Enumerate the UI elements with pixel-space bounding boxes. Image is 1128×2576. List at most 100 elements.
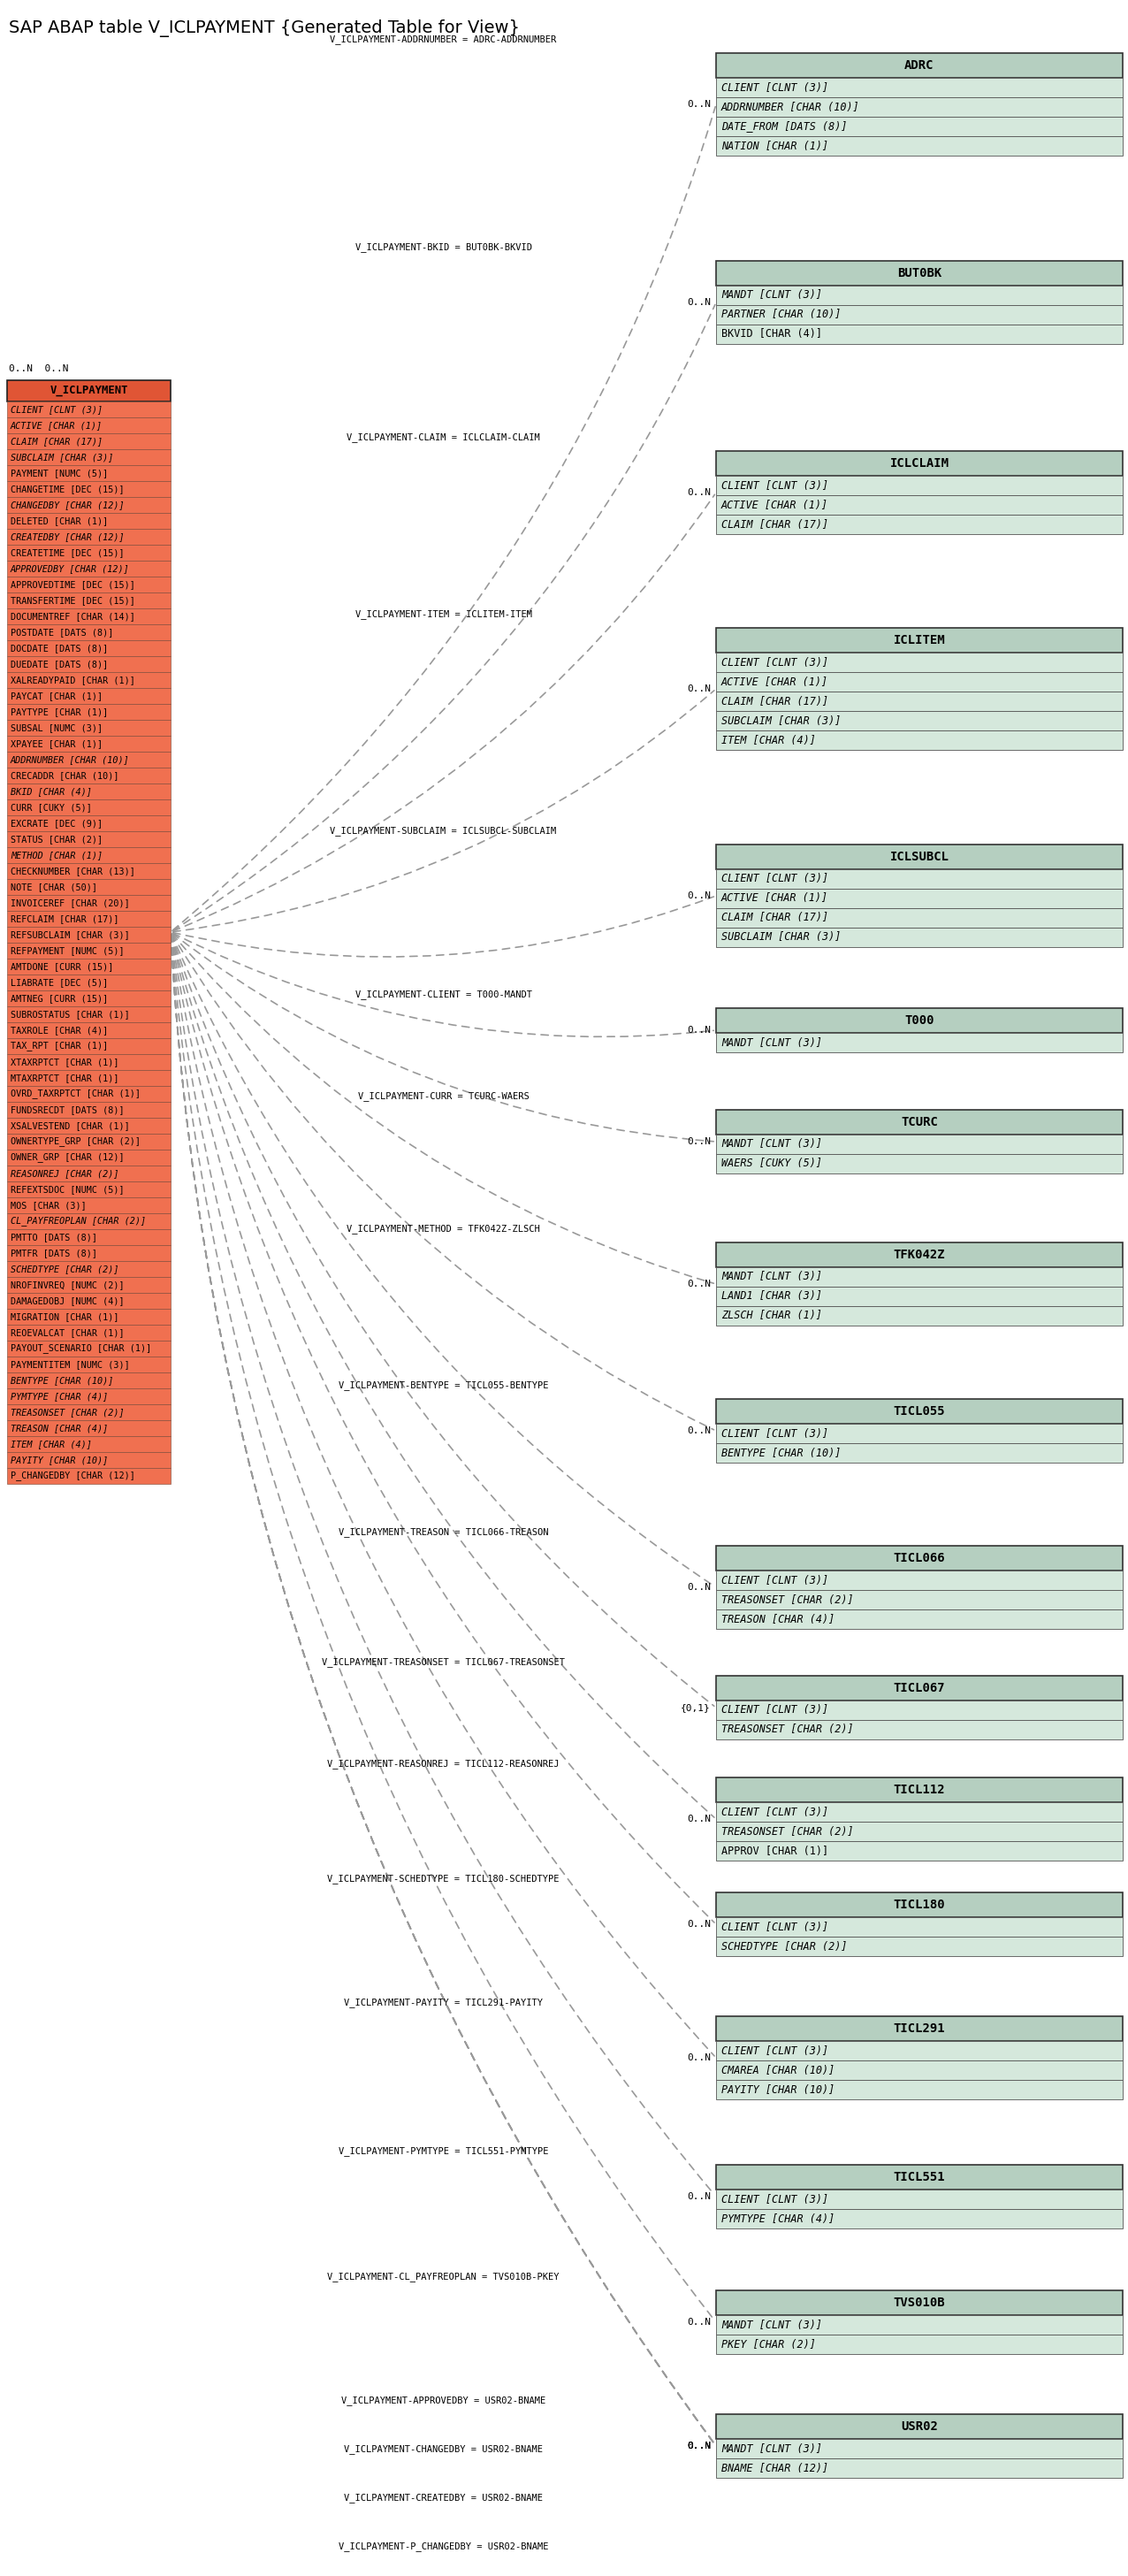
Text: 0..N: 0..N [687,2318,711,2326]
Bar [7,528,170,544]
Text: XPAYEE [CHAR (1)]: XPAYEE [CHAR (1)] [10,739,103,747]
Text: DOCUMENTREF [CHAR (14)]: DOCUMENTREF [CHAR (14)] [10,613,135,621]
Text: V_ICLPAYMENT-PAYITY = TICL291-PAYITY: V_ICLPAYMENT-PAYITY = TICL291-PAYITY [344,1999,543,2007]
Bar [7,848,170,863]
Bar [7,1149,170,1164]
Text: OWNER_GRP [CHAR (12)]: OWNER_GRP [CHAR (12)] [10,1151,124,1162]
Text: MANDT [CLNT (3)]: MANDT [CLNT (3)] [721,2318,822,2331]
Bar [716,690,1122,711]
Text: 0..N: 0..N [687,1427,711,1435]
Bar [7,1309,170,1324]
Bar [7,737,170,752]
Text: 0..N: 0..N [687,100,711,108]
Bar [7,1244,170,1262]
Bar [7,433,170,448]
Text: MANDT [CLNT (3)]: MANDT [CLNT (3)] [721,1270,822,1283]
Bar [716,2061,1122,2079]
Bar [7,817,170,832]
Bar [716,260,1122,286]
Bar [716,1306,1122,1327]
Bar [7,1038,170,1054]
Bar [716,2210,1122,2228]
Text: INVOICEREF [CHAR (20)]: INVOICEREF [CHAR (20)] [10,899,130,907]
Bar [7,1278,170,1293]
Text: V_ICLPAYMENT-ITEM = ICLITEM-ITEM: V_ICLPAYMENT-ITEM = ICLITEM-ITEM [355,611,531,618]
Text: TICL291: TICL291 [893,2022,945,2035]
Text: SUBCLAIM [CHAR (3)]: SUBCLAIM [CHAR (3)] [721,716,841,726]
Text: CRECADDR [CHAR (10)]: CRECADDR [CHAR (10)] [10,770,118,781]
Text: CLIENT [CLNT (3)]: CLIENT [CLNT (3)] [721,2045,828,2056]
Text: SCHEDTYPE [CHAR (2)]: SCHEDTYPE [CHAR (2)] [10,1265,118,1273]
Bar [716,2164,1122,2190]
Bar [716,477,1122,495]
Bar [716,137,1122,155]
Text: V_ICLPAYMENT-REASONREJ = TICL112-REASONREJ: V_ICLPAYMENT-REASONREJ = TICL112-REASONR… [327,1759,559,1770]
Text: DOCDATE [DATS (8)]: DOCDATE [DATS (8)] [10,644,108,652]
Text: 0..N: 0..N [687,2442,711,2450]
Text: CLAIM [CHAR (17)]: CLAIM [CHAR (17)] [721,518,828,531]
Text: BENTYPE [CHAR (10)]: BENTYPE [CHAR (10)] [721,1448,841,1458]
Bar [7,497,170,513]
Text: SUBCLAIM [CHAR (3)]: SUBCLAIM [CHAR (3)] [721,933,841,943]
Bar [716,1154,1122,1175]
Text: V_ICLPAYMENT-BENTYPE = TICL055-BENTYPE: V_ICLPAYMENT-BENTYPE = TICL055-BENTYPE [338,1381,548,1391]
Bar [7,1007,170,1023]
Text: REFPAYMENT [NUMC (5)]: REFPAYMENT [NUMC (5)] [10,945,124,956]
Text: FUNDSRECDT [DATS (8)]: FUNDSRECDT [DATS (8)] [10,1105,124,1115]
Text: 0..N: 0..N [687,487,711,497]
Text: CURR [CUKY (5)]: CURR [CUKY (5)] [10,804,91,811]
Bar [716,2458,1122,2478]
Text: V_ICLPAYMENT-SUBCLAIM = ICLSUBCL-SUBCLAIM: V_ICLPAYMENT-SUBCLAIM = ICLSUBCL-SUBCLAI… [331,827,556,835]
Bar [7,466,170,482]
Text: ZLSCH [CHAR (1)]: ZLSCH [CHAR (1)] [721,1311,822,1321]
Text: PAYTYPE [CHAR (1)]: PAYTYPE [CHAR (1)] [10,708,108,716]
Bar [7,688,170,703]
Text: V_ICLPAYMENT-ADDRNUMBER = ADRC-ADDRNUMBER: V_ICLPAYMENT-ADDRNUMBER = ADRC-ADDRNUMBE… [331,33,556,44]
Text: TREASONSET [CHAR (2)]: TREASONSET [CHAR (2)] [721,1723,854,1736]
Text: V_ICLPAYMENT: V_ICLPAYMENT [50,386,127,397]
Bar [7,623,170,641]
Text: MOS [CHAR (3)]: MOS [CHAR (3)] [10,1200,87,1211]
Text: CLAIM [CHAR (17)]: CLAIM [CHAR (17)] [721,912,828,925]
Bar [7,1229,170,1244]
Bar [716,711,1122,732]
Bar [7,562,170,577]
Text: MANDT [CLNT (3)]: MANDT [CLNT (3)] [721,1139,822,1149]
Bar [716,868,1122,889]
Bar [716,515,1122,533]
Bar [7,912,170,927]
Text: PMTTO [DATS (8)]: PMTTO [DATS (8)] [10,1234,97,1242]
Text: MIGRATION [CHAR (1)]: MIGRATION [CHAR (1)] [10,1311,118,1321]
Bar [716,325,1122,345]
Bar [7,1358,170,1373]
Bar [716,1917,1122,1937]
Text: XSALVESTEND [CHAR (1)]: XSALVESTEND [CHAR (1)] [10,1121,130,1131]
Text: CLIENT [CLNT (3)]: CLIENT [CLNT (3)] [721,1806,828,1819]
Text: TICL551: TICL551 [893,2172,945,2184]
Text: MANDT [CLNT (3)]: MANDT [CLNT (3)] [721,289,822,301]
Text: CLIENT [CLNT (3)]: CLIENT [CLNT (3)] [721,1922,828,1932]
Bar [7,1164,170,1182]
Text: CHECKNUMBER [CHAR (13)]: CHECKNUMBER [CHAR (13)] [10,866,135,876]
Bar [7,1023,170,1038]
Bar [716,1893,1122,1917]
Text: TICL066: TICL066 [893,1551,945,1564]
Bar [716,909,1122,927]
Text: PYMTYPE [CHAR (4)]: PYMTYPE [CHAR (4)] [721,2213,835,2226]
Text: SUBSAL [NUMC (3)]: SUBSAL [NUMC (3)] [10,724,103,732]
Text: V_ICLPAYMENT-CREATEDBY = USR02-BNAME: V_ICLPAYMENT-CREATEDBY = USR02-BNAME [344,2494,543,2504]
Text: V_ICLPAYMENT-TREASON = TICL066-TREASON: V_ICLPAYMENT-TREASON = TICL066-TREASON [338,1528,548,1538]
Bar [716,1777,1122,1803]
Bar [716,845,1122,868]
Text: EXCRATE [DEC (9)]: EXCRATE [DEC (9)] [10,819,103,827]
Bar [716,1399,1122,1425]
Text: ICLSUBCL: ICLSUBCL [890,850,949,863]
Text: CLIENT [CLNT (3)]: CLIENT [CLNT (3)] [10,404,103,415]
Bar [716,77,1122,98]
Text: SCHEDTYPE [CHAR (2)]: SCHEDTYPE [CHAR (2)] [721,1940,847,1953]
Text: OVRD_TAXRPTCT [CHAR (1)]: OVRD_TAXRPTCT [CHAR (1)] [10,1090,141,1100]
Bar [7,417,170,433]
Text: 0..N: 0..N [687,891,711,899]
Text: WAERS [CUKY (5)]: WAERS [CUKY (5)] [721,1159,822,1170]
Bar [716,98,1122,116]
